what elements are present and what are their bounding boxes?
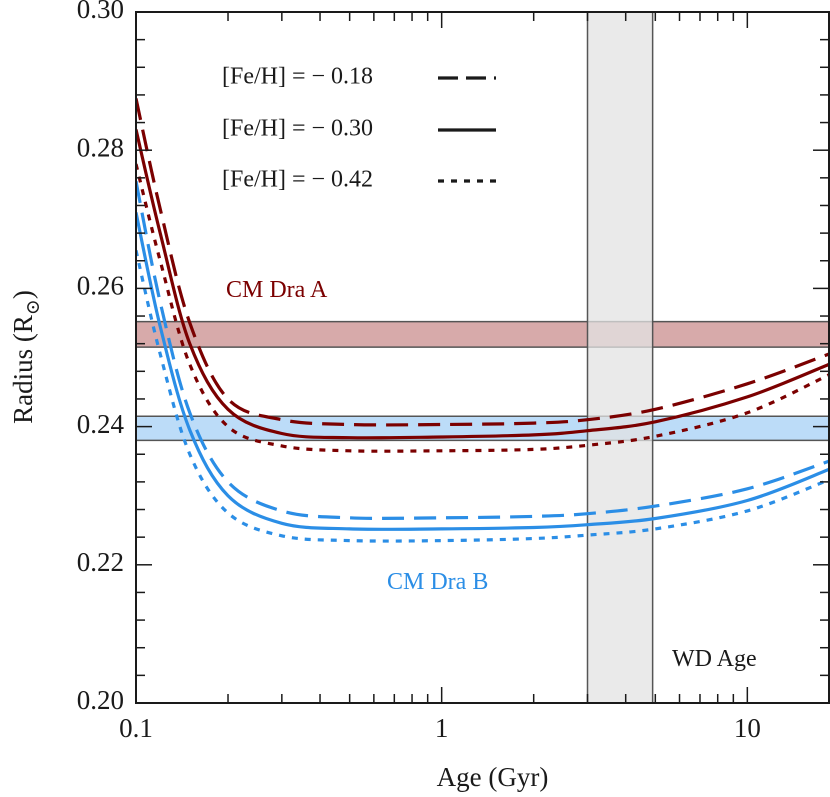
y-tick-label: 0.24 (77, 409, 125, 439)
legend-label-solid: [Fe/H] = − 0.30 (222, 116, 373, 142)
annotations-layer: CM Dra A CM Dra B WD Age (226, 277, 757, 672)
x-axis-title: Age (Gyr) (437, 762, 549, 792)
y-axis-title: Radius (R⊙) (8, 290, 44, 424)
curve-a-dashed (136, 98, 829, 427)
y-axis-title-close: ) (8, 290, 38, 299)
y-tick-label: 0.28 (77, 132, 124, 162)
y-tick-label: 0.26 (77, 271, 124, 301)
curves-layer (136, 98, 829, 543)
curve-b-dotted (136, 250, 829, 543)
plot-frame (135, 11, 830, 704)
x-tick-label: 10 (734, 713, 761, 743)
annotation-cm-dra-a: CM Dra A (226, 277, 328, 303)
curve-b-solid (136, 212, 829, 531)
curve-a-dotted (136, 163, 829, 453)
wd-age-band (587, 12, 653, 703)
annotation-wd-age: WD Age (672, 646, 757, 672)
x-tick-label: 1 (435, 713, 449, 743)
curve-b-dashed (136, 180, 829, 520)
legend-label-dashed: [Fe/H] = − 0.18 (222, 64, 373, 90)
radius-band-a (136, 321, 829, 348)
legend: [Fe/H] = − 0.18 [Fe/H] = − 0.30 [Fe/H] = −… (222, 64, 496, 193)
curve-a-solid (136, 129, 829, 440)
x-tick-label: 0.1 (119, 713, 153, 743)
y-tick-label: 0.20 (77, 685, 124, 715)
y-axis-title-subscript: ⊙ (23, 299, 44, 315)
bands-layer (136, 12, 829, 703)
axes-layer: 0.20 0.22 0.24 0.26 0.28 0.30 0.1 1 10 Age (Gyr) R… (8, 0, 830, 792)
annotation-cm-dra-b: CM Dra B (387, 569, 488, 595)
y-tick-label: 0.30 (77, 0, 124, 24)
y-tick-label: 0.22 (77, 547, 124, 577)
legend-label-dotted: [Fe/H] = − 0.42 (222, 167, 373, 193)
y-axis-title-text: Radius (R (8, 315, 38, 424)
